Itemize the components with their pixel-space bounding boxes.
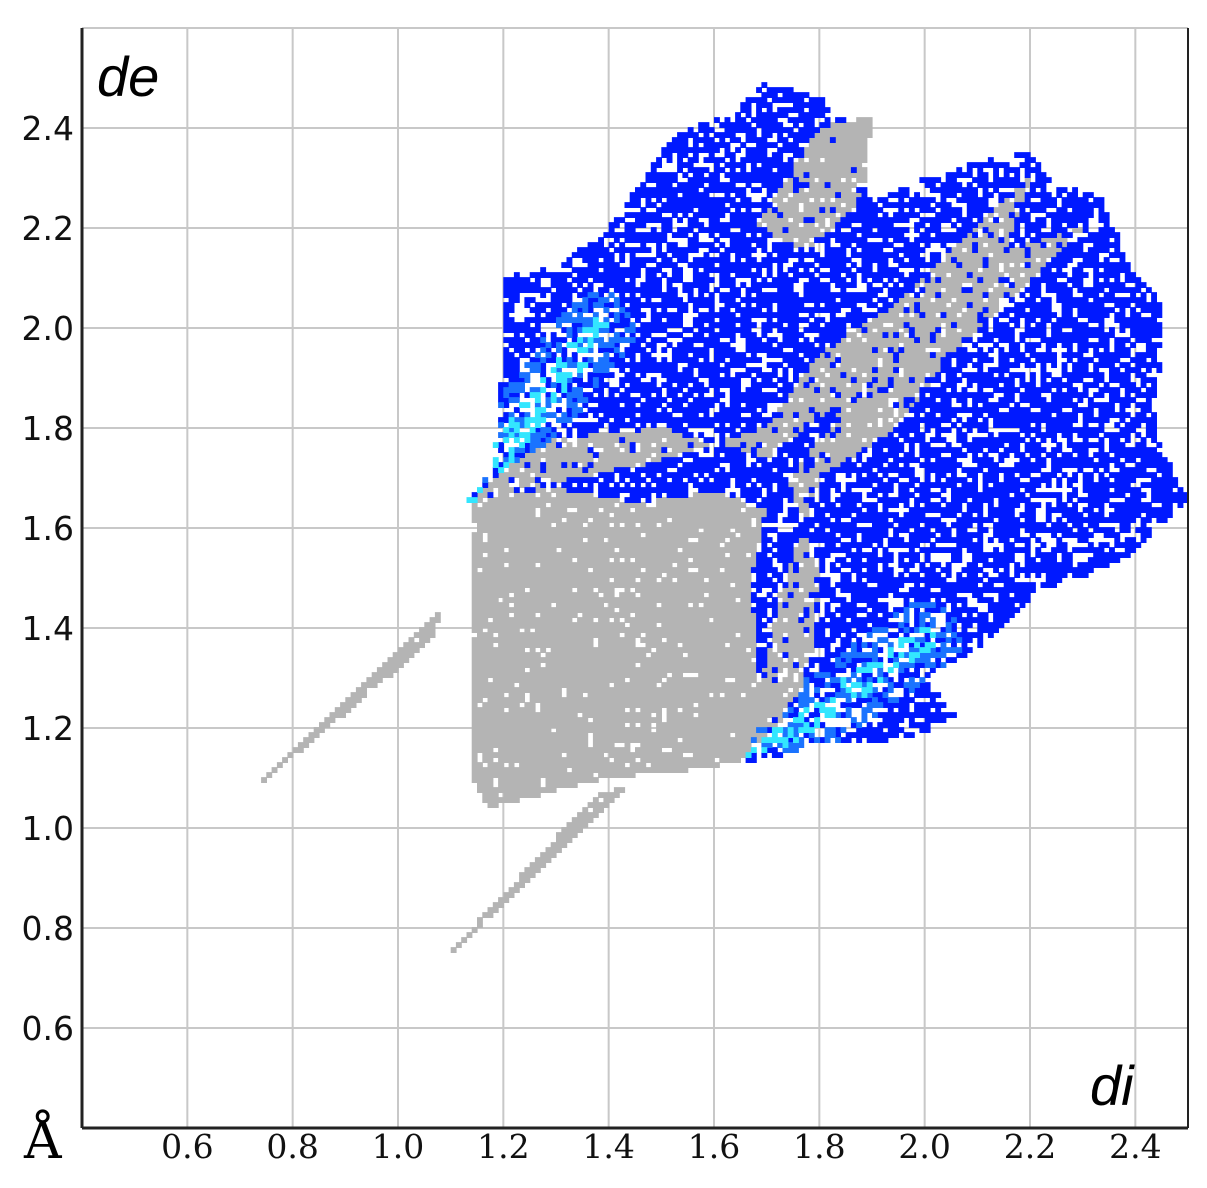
plot-frame xyxy=(80,27,1189,1130)
unit-label: Å xyxy=(23,1109,63,1171)
x-tick-label: 1.0 xyxy=(372,1127,424,1166)
highlighted-points-low xyxy=(471,82,1189,764)
y-tick-label: 1.6 xyxy=(22,509,74,548)
full-fingerprint-points xyxy=(261,117,1084,954)
x-tick-label: 1.6 xyxy=(688,1127,740,1166)
x-tick-labels: 0.6 0.8 1.0 1.2 1.4 1.6 1.8 2.0 2.2 2.4 xyxy=(161,1127,1161,1166)
y-tick-label: 1.2 xyxy=(22,709,74,748)
x-tick-label: 1.8 xyxy=(793,1127,845,1166)
y-tick-label: 1.8 xyxy=(22,409,74,448)
y-axis-label: de xyxy=(97,45,159,108)
x-tick-label: 0.8 xyxy=(266,1127,318,1166)
x-tick-label: 2.2 xyxy=(1004,1127,1056,1166)
x-tick-label: 1.2 xyxy=(477,1127,529,1166)
x-tick-label: 1.4 xyxy=(582,1127,634,1166)
y-tick-label: 2.4 xyxy=(22,109,74,148)
y-tick-label: 0.8 xyxy=(22,909,74,948)
y-tick-label: 0.6 xyxy=(22,1009,74,1048)
y-tick-label: 1.4 xyxy=(22,609,74,648)
fingerprint-points xyxy=(261,82,1189,954)
x-axis-label: di xyxy=(1090,1054,1135,1117)
x-tick-label: 2.0 xyxy=(898,1127,950,1166)
y-tick-label: 1.0 xyxy=(22,809,74,848)
x-tick-label: 0.6 xyxy=(161,1127,213,1166)
x-tick-label: 2.4 xyxy=(1109,1127,1161,1166)
y-tick-label: 2.0 xyxy=(22,309,74,348)
y-tick-labels: 0.6 0.8 1.0 1.2 1.4 1.6 1.8 2.0 2.2 2.4 xyxy=(22,109,74,1048)
y-tick-label: 2.2 xyxy=(22,209,74,248)
